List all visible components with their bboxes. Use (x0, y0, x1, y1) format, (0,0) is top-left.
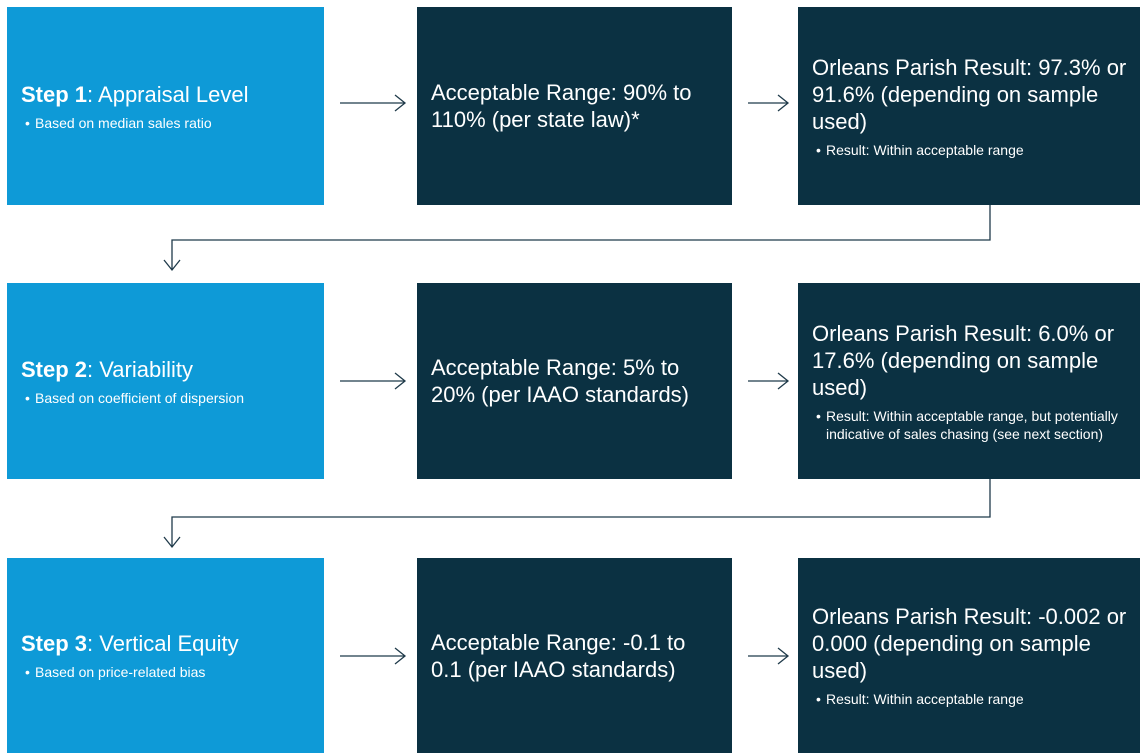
result-box: Orleans Parish Result: -0.002 or 0.000 (… (798, 558, 1140, 753)
step-bullet: Based on price-related bias (21, 663, 245, 681)
step-bullet: Based on coefficient of dispersion (21, 389, 245, 407)
step-heading: Step 1: Appraisal Level (21, 81, 310, 108)
result-bullet: Result: Within acceptable range, but pot… (812, 407, 1132, 443)
step-title: : Variability (87, 356, 193, 382)
range-text: Acceptable Range: 5% to 20% (per IAAO st… (431, 355, 690, 407)
step-box: Step 3: Vertical Equity Based on price-re… (7, 558, 324, 753)
result-box: Orleans Parish Result: 97.3% or 91.6% (d… (798, 7, 1140, 205)
step-box: Step 2: Variability Based on coefficient … (7, 283, 324, 479)
range-box: Acceptable Range: -0.1 to 0.1 (per IAAO … (417, 558, 732, 753)
step-box: Step 1: Appraisal Level Based on median s… (7, 7, 324, 205)
result-text: Orleans Parish Result: 97.3% or 91.6% (d… (812, 54, 1127, 134)
result-text: Orleans Parish Result: 6.0% or 17.6% (de… (812, 320, 1115, 400)
range-box: Acceptable Range: 5% to 20% (per IAAO st… (417, 283, 732, 479)
range-text: Acceptable Range: -0.1 to 0.1 (per IAAO … (431, 629, 686, 682)
range-box: Acceptable Range: 90% to 110% (per state… (417, 7, 732, 205)
step-label: Step 2 (21, 356, 88, 382)
step-title: : Vertical Equity (87, 631, 239, 656)
range-text: Acceptable Range: 90% to 110% (per state… (431, 80, 692, 132)
step-heading: Step 2: Variability (21, 356, 310, 383)
step-title: : Appraisal Level (87, 81, 249, 107)
result-bullet: Result: Within acceptable range (812, 690, 1132, 708)
step-label: Step 1 (21, 81, 88, 107)
step-heading: Step 3: Vertical Equity (21, 630, 310, 657)
step-label: Step 3 (21, 631, 88, 656)
result-box: Orleans Parish Result: 6.0% or 17.6% (de… (798, 283, 1140, 479)
result-bullet: Result: Within acceptable range (812, 141, 1132, 159)
step-bullet: Based on median sales ratio (21, 114, 245, 132)
result-text: Orleans Parish Result: -0.002 or 0.000 (… (812, 604, 1127, 683)
arrows (163, 94, 991, 665)
